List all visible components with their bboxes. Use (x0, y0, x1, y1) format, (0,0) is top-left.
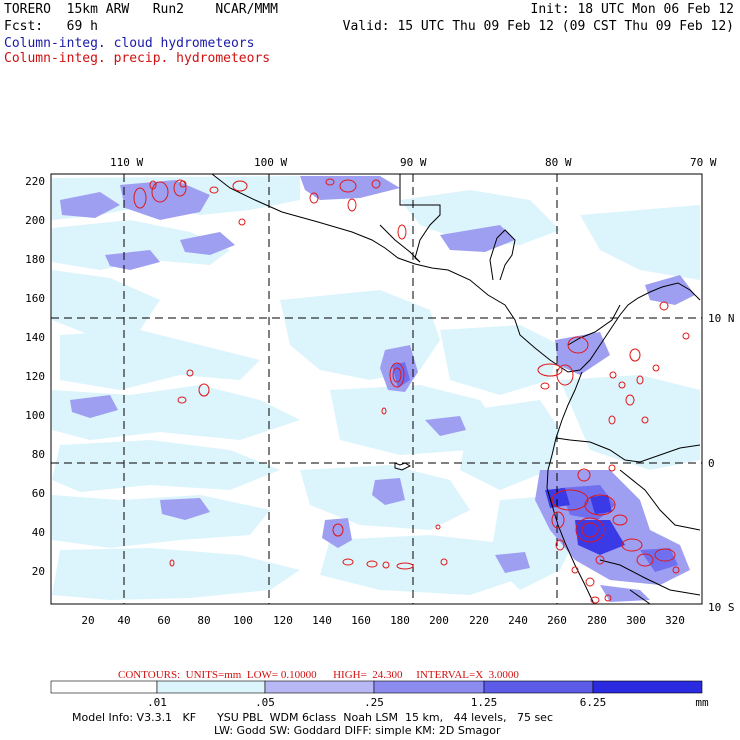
field-cloud-label: Column-integ. cloud hydrometeors (4, 36, 255, 51)
y-tick-label: 140 (25, 331, 45, 344)
x-tick-label: 160 (351, 614, 371, 627)
y-tick-label: 80 (32, 448, 45, 461)
x-tick-label: 240 (508, 614, 528, 627)
lon-label: 100 W (254, 156, 287, 169)
colorbar-tick: .01 (147, 696, 167, 709)
colorbar-tick: .25 (364, 696, 384, 709)
colorbar: .01 .05 .25 1.25 6.25 mm (50, 680, 709, 709)
lon-label: 70 W (690, 156, 717, 169)
contours-info: CONTOURS: UNITS=mm LOW= 0.10000 HIGH= 24… (118, 669, 519, 681)
y-tick-label: 100 (25, 409, 45, 422)
y-tick-label: 160 (25, 292, 45, 305)
map-frame (50, 173, 703, 605)
coastline (211, 173, 701, 605)
x-tick-label: 260 (547, 614, 567, 627)
x-tick-label: 140 (312, 614, 332, 627)
lat-lon-grid (51, 174, 702, 604)
y-tick-label: 120 (25, 370, 45, 383)
x-tick-label: 20 (81, 614, 94, 627)
lat-label: 10 N (708, 312, 735, 325)
cloud-field-medium (60, 176, 695, 602)
colorbar-bins (50, 680, 703, 694)
y-tick-label: 180 (25, 253, 45, 266)
lat-label: 10 S (708, 601, 735, 614)
y-axis: 20 40 60 80 100 120 140 160 180 200 220 (25, 175, 45, 578)
y-tick-label: 20 (32, 565, 45, 578)
lon-label: 90 W (400, 156, 427, 169)
cloud-field-light (52, 176, 700, 600)
x-tick-label: 120 (273, 614, 293, 627)
x-tick-label: 220 (469, 614, 489, 627)
lon-label: 80 W (545, 156, 572, 169)
model-info-line1: Model Info: V3.3.1 KF YSU PBL WDM 6class… (72, 711, 553, 724)
x-tick-label: 320 (665, 614, 685, 627)
field-precip-label: Column-integ. precip. hydrometeors (4, 51, 271, 66)
y-tick-label: 200 (25, 214, 45, 227)
x-tick-label: 80 (197, 614, 210, 627)
lon-label: 110 W (110, 156, 143, 169)
y-tick-label: 220 (25, 175, 45, 188)
x-tick-label: 40 (117, 614, 130, 627)
x-tick-label: 300 (626, 614, 646, 627)
header-init-time: Init: 18 UTC Mon 06 Feb 12 (530, 2, 735, 17)
x-axis: 20 40 60 80 100 120 140 160 180 200 220 … (81, 614, 685, 627)
header-model-line: TORERO 15km ARW Run2 NCAR/MMM (4, 2, 278, 17)
x-tick-label: 100 (233, 614, 253, 627)
colorbar-tick: .05 (255, 696, 275, 709)
x-tick-label: 180 (390, 614, 410, 627)
colorbar-tick: 1.25 (471, 696, 498, 709)
header-valid-time: Valid: 15 UTC Thu 09 Feb 12 (09 CST Thu … (342, 19, 734, 34)
header-forecast-hour: Fcst: 69 h (4, 19, 98, 34)
model-info-line2: LW: Godd SW: Goddard DIFF: simple KM: 2D… (214, 724, 501, 737)
colorbar-tick: 6.25 (580, 696, 607, 709)
colorbar-units: mm (695, 696, 709, 709)
x-tick-label: 200 (429, 614, 449, 627)
y-tick-label: 60 (32, 487, 45, 500)
precip-contours (133, 178, 690, 604)
lat-label: 0 (708, 457, 715, 470)
map-panel: 110 W 100 W 90 W 80 W 70 W 10 N 0 10 S (0, 150, 740, 640)
y-tick-label: 40 (32, 526, 45, 539)
x-tick-label: 280 (587, 614, 607, 627)
map-svg: 110 W 100 W 90 W 80 W 70 W 10 N 0 10 S (25, 156, 735, 627)
x-tick-label: 60 (157, 614, 170, 627)
